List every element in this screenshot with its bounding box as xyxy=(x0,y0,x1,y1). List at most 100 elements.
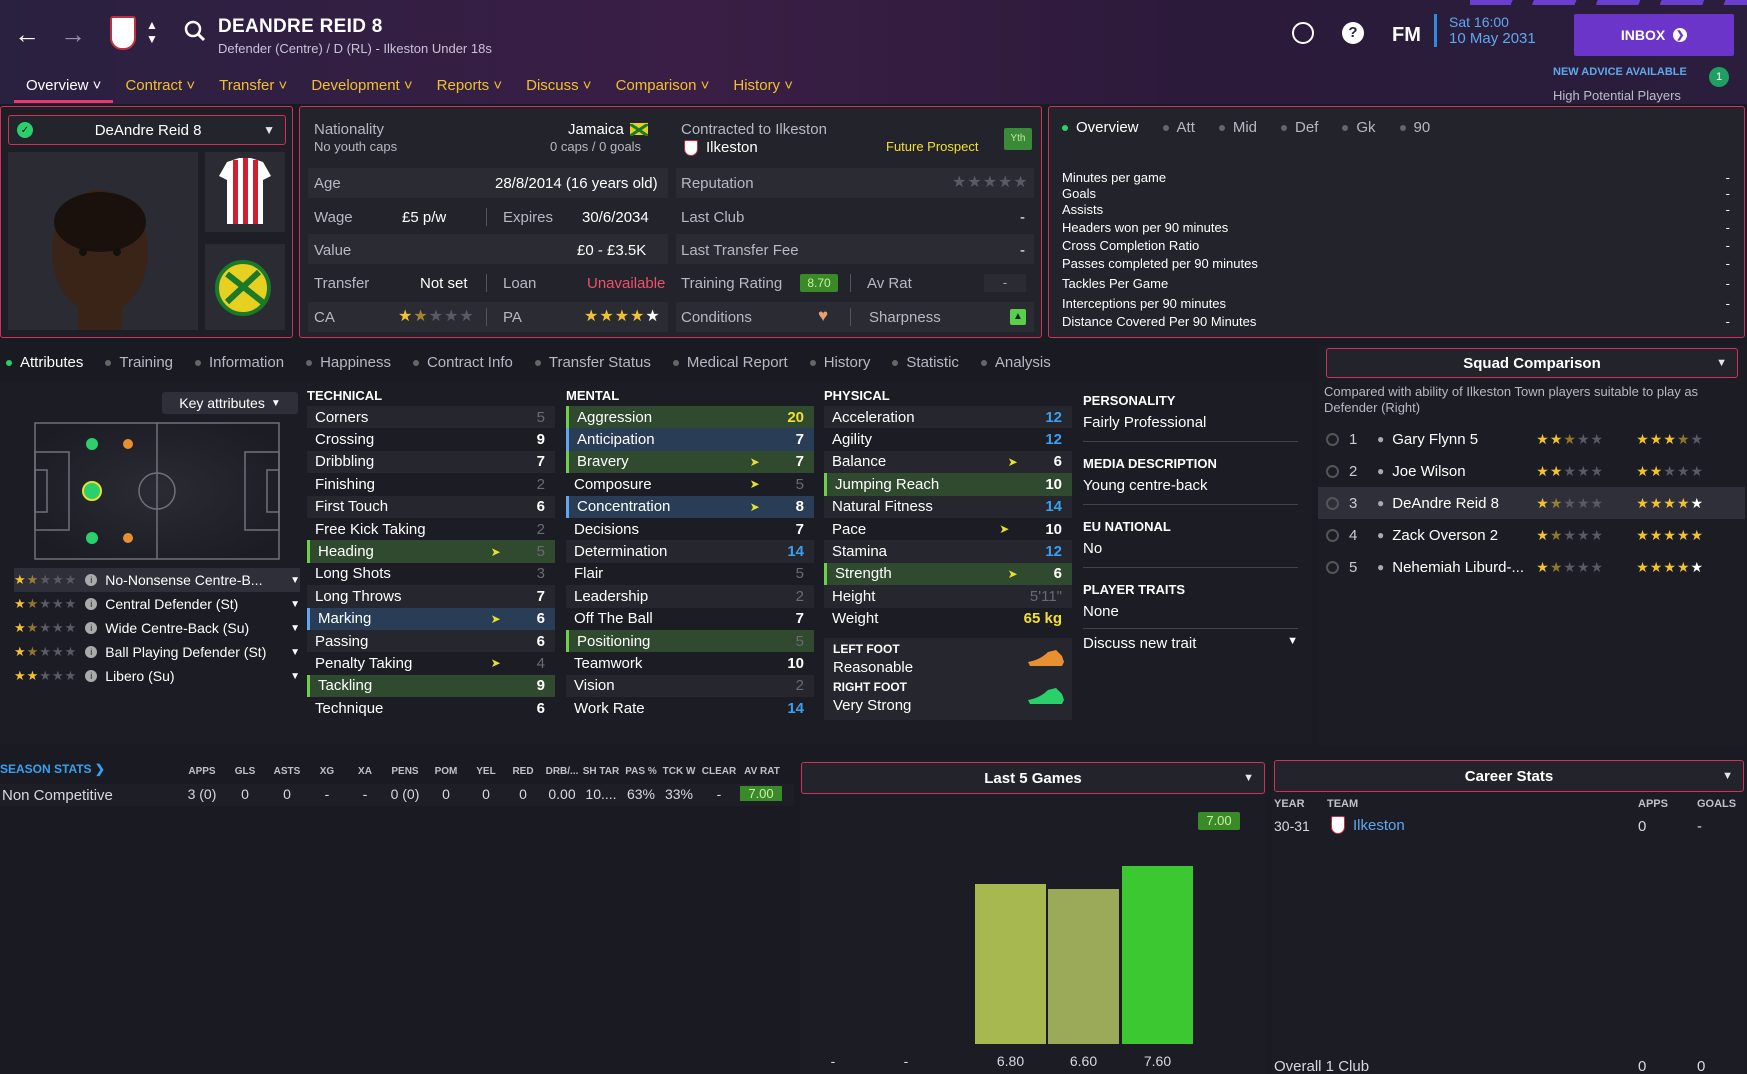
menu-discuss[interactable]: Discuss ˅ xyxy=(526,77,592,94)
last5-bar[interactable] xyxy=(975,884,1046,1044)
inbox-button[interactable]: INBOX ❯ xyxy=(1574,14,1734,56)
tab-happiness[interactable]: Happiness xyxy=(306,354,391,371)
attribute-row[interactable]: Determination 14 xyxy=(566,540,814,563)
attribute-row[interactable]: Dribbling 7 xyxy=(307,450,555,474)
attribute-row[interactable]: Anticipation 7 xyxy=(566,428,814,451)
radio-icon[interactable] xyxy=(1326,464,1339,478)
tab-gk[interactable]: Gk xyxy=(1342,119,1376,136)
squad-row[interactable]: 3 ● DeAndre Reid 8 ★★★★★ ★★★★★ xyxy=(1318,487,1745,519)
menu-overview[interactable]: Overview ˅ xyxy=(14,73,114,103)
menu-history[interactable]: History ˅ xyxy=(733,77,793,94)
tab-contract-info[interactable]: Contract Info xyxy=(412,354,513,371)
role-row[interactable]: ★★★★★ i Wide Centre-Back (Su) ▼ xyxy=(14,616,300,640)
attribute-row[interactable]: Strength ➤ 6 xyxy=(824,562,1072,586)
player-selector[interactable]: ✓ DeAndre Reid 8 ▼ xyxy=(8,115,286,145)
tab-information[interactable]: Information xyxy=(195,354,284,371)
squad-row[interactable]: 1 ● Gary Flynn 5 ★★★★★ ★★★★★ xyxy=(1318,423,1745,455)
fm-logo[interactable]: FM xyxy=(1392,24,1421,46)
menu-contract[interactable]: Contract ˅ xyxy=(125,77,196,94)
search-icon[interactable] xyxy=(184,20,206,42)
menu-comparison[interactable]: Comparison ˅ xyxy=(615,77,710,94)
career-title-bar[interactable]: Career Stats ▼ xyxy=(1274,760,1744,792)
attribute-row[interactable]: Acceleration 12 xyxy=(824,406,1072,429)
attribute-row[interactable]: Teamwork 10 xyxy=(566,652,814,674)
tab-overview[interactable]: Overview xyxy=(1062,119,1139,136)
discuss-trait-dropdown[interactable]: Discuss new trait ▼ xyxy=(1083,635,1298,652)
attribute-row[interactable]: Work Rate 14 xyxy=(566,697,814,719)
squad-row[interactable]: 5 ● Nehemiah Liburd-... ★★★★★ ★★★★★ xyxy=(1318,551,1745,583)
tab-medical-report[interactable]: Medical Report xyxy=(672,354,788,371)
menu-development[interactable]: Development ˅ xyxy=(311,77,413,94)
help-icon[interactable]: ? xyxy=(1342,22,1364,44)
attribute-row[interactable]: Jumping Reach 10 xyxy=(824,473,1072,496)
attribute-row[interactable]: Aggression 20 xyxy=(566,406,814,429)
tab-def[interactable]: Def xyxy=(1281,119,1318,136)
last5-bar[interactable] xyxy=(1048,889,1119,1044)
last5-title-bar[interactable]: Last 5 Games ▼ xyxy=(801,762,1265,794)
attribute-row[interactable]: Height 5'11" xyxy=(824,585,1072,608)
season-stats-link[interactable]: SEASON STATS ❯ xyxy=(0,762,105,776)
tab-att[interactable]: Att xyxy=(1162,119,1195,136)
attribute-row[interactable]: Concentration ➤ 8 xyxy=(566,495,814,518)
radio-icon[interactable] xyxy=(1326,496,1339,510)
date-box[interactable]: Sat 16:00 10 May 2031 xyxy=(1434,14,1536,47)
attribute-row[interactable]: Passing 6 xyxy=(307,629,555,653)
attribute-row[interactable]: Bravery ➤ 7 xyxy=(566,450,814,474)
attribute-row[interactable]: Crossing 9 xyxy=(307,428,555,450)
attribute-row[interactable]: Corners 5 xyxy=(307,406,555,429)
club-name[interactable]: Ilkeston xyxy=(706,139,758,156)
key-attributes-dropdown[interactable]: Key attributes ▼ xyxy=(162,392,298,414)
advice-sub[interactable]: High Potential Players xyxy=(1553,88,1681,103)
role-row[interactable]: ★★★★★ i No-Nonsense Centre-B... ▼ xyxy=(14,568,300,592)
tab-training[interactable]: Training xyxy=(105,354,173,371)
tab-mid[interactable]: Mid xyxy=(1218,119,1257,136)
attribute-row[interactable]: Agility 12 xyxy=(824,428,1072,450)
attribute-row[interactable]: Balance ➤ 6 xyxy=(824,450,1072,474)
squad-row[interactable]: 2 ● Joe Wilson ★★★★★ ★★★★★ xyxy=(1318,455,1745,487)
attribute-row[interactable]: Leadership 2 xyxy=(566,585,814,608)
attribute-row[interactable]: Natural Fitness 14 xyxy=(824,495,1072,518)
attribute-row[interactable]: Composure ➤ 5 xyxy=(566,473,814,495)
nationality[interactable]: Jamaica xyxy=(568,121,624,138)
squad-title-bar[interactable]: Squad Comparison ▼ xyxy=(1326,348,1738,378)
attribute-row[interactable]: Flair 5 xyxy=(566,563,814,585)
menu-reports[interactable]: Reports ˅ xyxy=(436,77,503,94)
attribute-row[interactable]: Weight 65 kg xyxy=(824,608,1072,630)
chevron-up-down-icon[interactable]: ▲ ▼ xyxy=(146,18,158,46)
attribute-row[interactable]: Vision 2 xyxy=(566,674,814,698)
role-row[interactable]: ★★★★★ i Ball Playing Defender (St) ▼ xyxy=(14,640,300,664)
last5-bar[interactable] xyxy=(1122,866,1193,1044)
attribute-row[interactable]: Long Shots 3 xyxy=(307,563,555,585)
attribute-row[interactable]: Tackling 9 xyxy=(307,674,555,698)
tab-analysis[interactable]: Analysis xyxy=(980,354,1051,371)
tab-90[interactable]: 90 xyxy=(1399,119,1430,136)
menu-transfer[interactable]: Transfer ˅ xyxy=(219,77,288,94)
squad-row[interactable]: 4 ● Zack Overson 2 ★★★★★ ★★★★★ xyxy=(1318,519,1745,551)
attribute-row[interactable]: Decisions 7 xyxy=(566,518,814,540)
forward-icon[interactable]: → xyxy=(60,19,86,49)
role-row[interactable]: ★★★★★ i Central Defender (St) ▼ xyxy=(14,592,300,616)
role-row[interactable]: ★★★★★ i Libero (Su) ▼ xyxy=(14,664,300,688)
attribute-row[interactable]: Heading ➤ 5 xyxy=(307,540,555,563)
tab-statistic[interactable]: Statistic xyxy=(892,354,959,371)
career-team[interactable]: Ilkeston xyxy=(1353,817,1405,834)
tab-history[interactable]: History xyxy=(809,354,870,371)
attribute-row[interactable]: Free Kick Taking 2 xyxy=(307,518,555,540)
attribute-row[interactable]: Stamina 12 xyxy=(824,540,1072,563)
attribute-row[interactable]: Penalty Taking ➤ 4 xyxy=(307,652,555,674)
attribute-row[interactable]: Long Throws 7 xyxy=(307,585,555,608)
attribute-row[interactable]: Pace ➤ 10 xyxy=(824,518,1072,540)
globe-icon[interactable] xyxy=(1292,22,1314,44)
attribute-row[interactable]: Technique 6 xyxy=(307,697,555,719)
radio-icon[interactable] xyxy=(1326,432,1339,446)
attribute-row[interactable]: First Touch 6 xyxy=(307,495,555,518)
attribute-row[interactable]: Positioning 5 xyxy=(566,629,814,653)
tab-transfer-status[interactable]: Transfer Status xyxy=(534,354,651,371)
advice-title[interactable]: NEW ADVICE AVAILABLE xyxy=(1553,66,1687,78)
back-icon[interactable]: ← xyxy=(14,19,40,49)
attribute-row[interactable]: Off The Ball 7 xyxy=(566,608,814,630)
radio-icon[interactable] xyxy=(1326,560,1339,574)
radio-icon[interactable] xyxy=(1326,528,1339,542)
tab-attributes[interactable]: Attributes xyxy=(6,354,83,371)
attribute-row[interactable]: Finishing 2 xyxy=(307,473,555,495)
